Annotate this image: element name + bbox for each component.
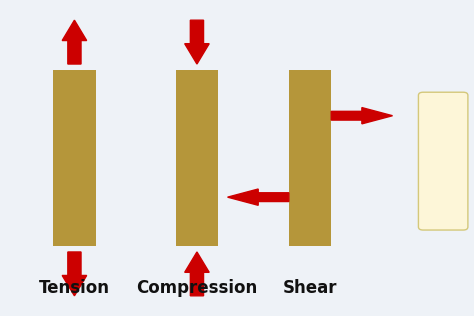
Text: Compression: Compression	[137, 279, 257, 297]
FancyArrow shape	[185, 252, 209, 296]
FancyBboxPatch shape	[419, 92, 468, 230]
Bar	[53, 70, 96, 246]
FancyArrow shape	[62, 252, 87, 296]
Text: Shear: Shear	[283, 279, 337, 297]
Bar	[176, 70, 218, 246]
Text: Tension: Tension	[39, 279, 110, 297]
FancyArrow shape	[331, 107, 392, 124]
FancyArrow shape	[62, 20, 87, 64]
Bar	[289, 70, 331, 246]
FancyArrow shape	[185, 20, 209, 64]
FancyArrow shape	[228, 189, 289, 205]
